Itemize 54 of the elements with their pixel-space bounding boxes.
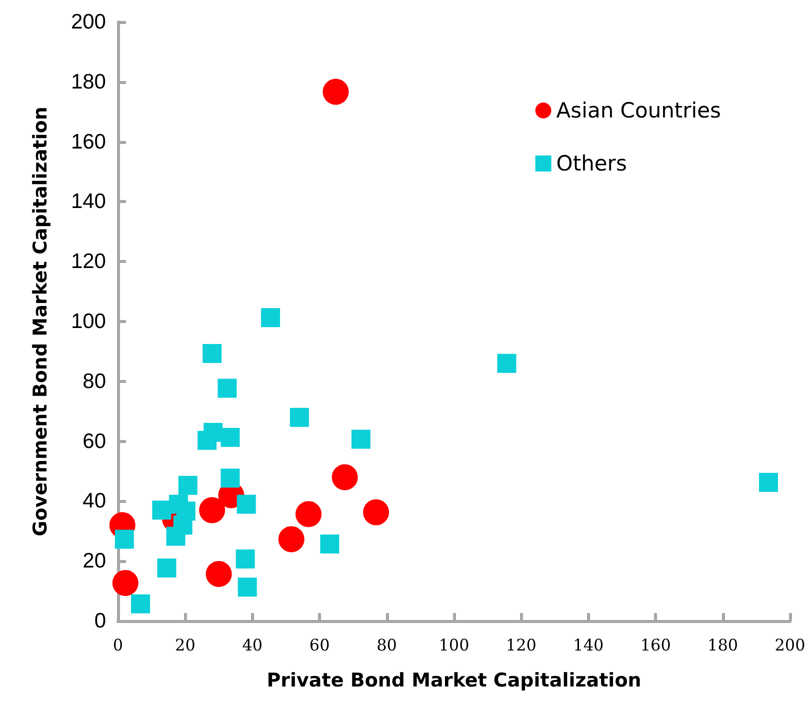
legend-label: Asian Countries	[556, 98, 722, 122]
point	[152, 500, 172, 520]
point	[206, 560, 232, 587]
point	[290, 408, 309, 427]
point	[236, 550, 255, 569]
point	[202, 344, 222, 364]
x-axis-title: Private Bond Market Capitalization	[266, 670, 642, 692]
y-tick-label: 120	[70, 250, 106, 274]
point	[220, 468, 240, 488]
point	[178, 476, 198, 495]
point	[351, 430, 370, 449]
point	[332, 464, 358, 490]
point	[220, 428, 240, 447]
point	[238, 578, 257, 597]
point	[166, 526, 186, 546]
legend-label: Others	[556, 152, 627, 176]
y-tick-label: 140	[70, 190, 106, 214]
y-tick-label: 20	[82, 550, 106, 573]
x-tick-label: 100	[438, 636, 470, 654]
point	[112, 570, 138, 596]
point	[278, 526, 304, 552]
point	[363, 499, 390, 526]
point	[758, 472, 778, 492]
x-tick-label: 20	[175, 636, 196, 654]
y-tick-label: 60	[82, 430, 106, 453]
point	[261, 308, 280, 328]
y-tick-label: 80	[82, 370, 106, 393]
point	[204, 422, 223, 442]
point	[218, 378, 237, 398]
x-tick-label: 40	[242, 636, 263, 654]
point	[320, 534, 340, 554]
x-tick-label: 60	[309, 636, 330, 654]
point	[199, 497, 226, 524]
y-tick-label: 40	[82, 490, 106, 513]
point	[497, 354, 516, 373]
y-tick-label: 0	[94, 610, 106, 632]
point	[322, 78, 349, 105]
x-tick-label: 80	[376, 636, 397, 654]
x-tick-label: 0	[112, 636, 124, 654]
x-tick-label: 200	[774, 636, 806, 654]
point	[236, 494, 256, 514]
x-tick-label: 180	[708, 636, 738, 654]
y-tick-label: 200	[70, 10, 106, 34]
point	[296, 501, 322, 528]
y-axis-title: Government Bond Market Capitalization	[30, 106, 52, 536]
y-tick-label: 160	[70, 130, 106, 154]
x-tick-label: 120	[506, 636, 536, 654]
y-tick-label: 100	[70, 310, 106, 333]
x-tick-label: 160	[640, 636, 671, 654]
point	[131, 594, 150, 614]
point	[114, 530, 134, 549]
y-tick-label: 180	[70, 70, 106, 94]
point	[157, 558, 176, 578]
x-tick-label: 140	[573, 636, 604, 654]
